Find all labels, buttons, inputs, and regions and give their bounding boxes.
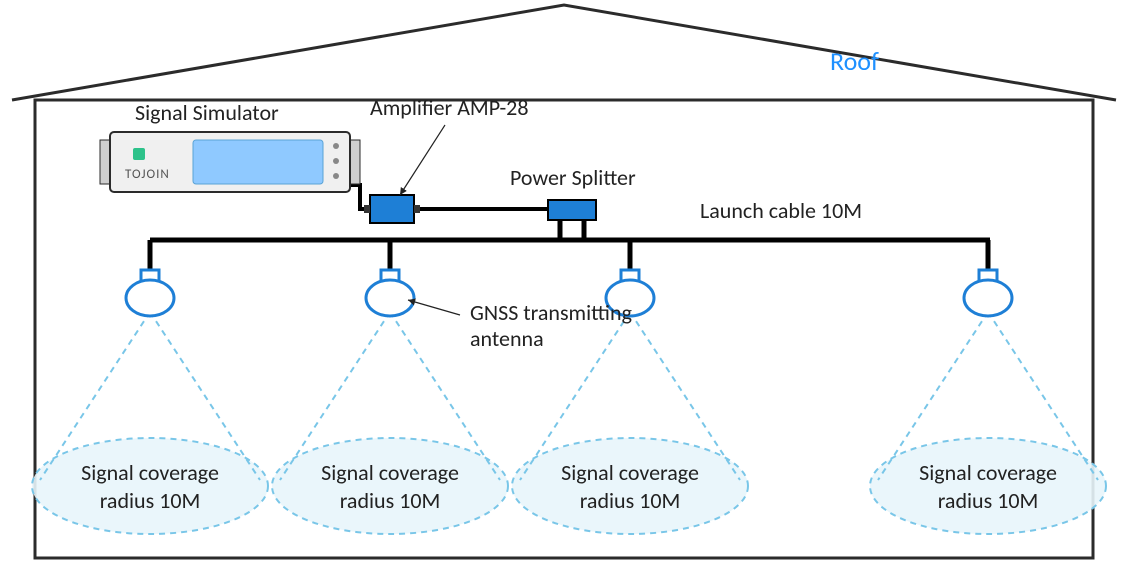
coverage-label-line1: Signal coverage [561,459,699,486]
signal-cone: Signal coverageradius 10M [870,312,1106,534]
gnss-antenna-label-line2: antenna [470,325,544,352]
gnss-antenna-label-line1: GNSS transmitting [470,299,632,326]
coverage-label-line1: Signal coverage [919,459,1057,486]
coverage-label-line2: radius 10M [100,487,201,514]
signal-cone: Signal coverageradius 10M [512,312,748,534]
launch-cable-label: Launch cable 10M [700,197,862,224]
signal-cone: Signal coverageradius 10M [32,312,268,534]
gnss-antenna-pointer [408,300,460,315]
simulator-brand: TOJOIN [125,167,170,182]
diagram-canvas: Roof Signal coverageradius 10MSignal cov… [0,0,1129,570]
amplifier-pointer [400,125,445,195]
coverage-label-line1: Signal coverage [81,459,219,486]
coverage-label-line2: radius 10M [580,487,681,514]
signal-cones: Signal coverageradius 10MSignal coverage… [32,312,1106,534]
amplifier [364,195,420,223]
signal-simulator: TOJOIN [100,132,360,192]
roof-label: Roof [830,45,879,77]
coverage-label-line2: radius 10M [938,487,1039,514]
gnss-antenna [126,270,174,316]
roof: Roof [12,5,1116,100]
signal-simulator-label: Signal Simulator [135,99,279,126]
power-splitter-label: Power Splitter [510,164,636,191]
cables [150,185,990,270]
coverage-label-line1: Signal coverage [321,459,459,486]
coverage-label-line2: radius 10M [340,487,441,514]
power-splitter [548,200,596,220]
amplifier-label: Amplifier AMP-28 [370,94,528,121]
gnss-antenna [964,270,1012,316]
gnss-antenna [366,270,414,316]
